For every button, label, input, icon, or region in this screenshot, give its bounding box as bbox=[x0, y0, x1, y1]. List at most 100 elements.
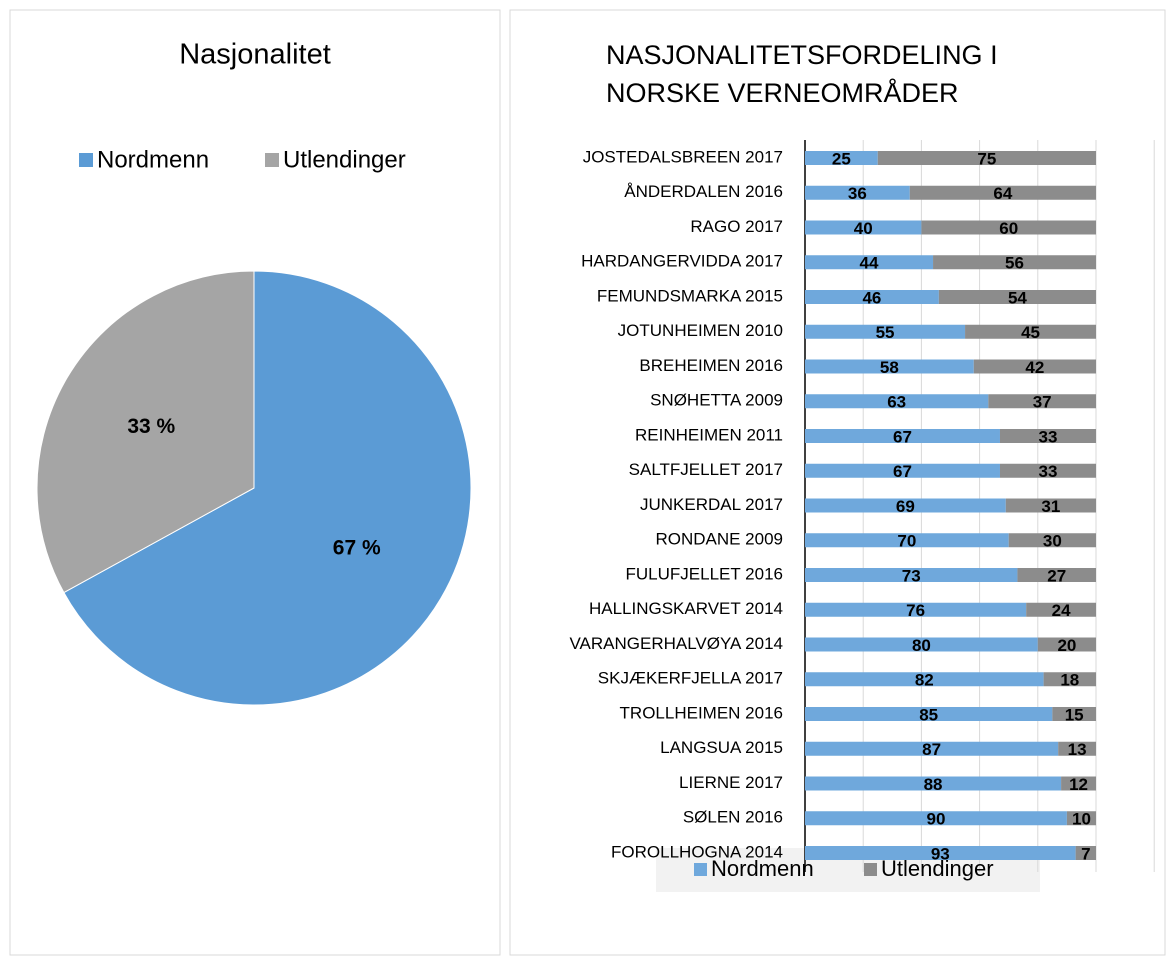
data-label: 45 bbox=[1021, 323, 1040, 342]
bar bbox=[805, 672, 1044, 687]
bar bbox=[805, 707, 1053, 721]
pie-slice bbox=[36, 270, 255, 594]
y-tick-label: REINHEIMEN 2011 bbox=[635, 425, 783, 444]
bar bbox=[805, 776, 1062, 791]
bar bbox=[805, 290, 939, 304]
bar bbox=[805, 741, 1059, 756]
data-label: 24 bbox=[1052, 601, 1071, 620]
bar-title: NASJONALITETSFORDELING I NORSKE VERNEOMR… bbox=[606, 40, 998, 108]
y-tick-label: BREHEIMEN 2016 bbox=[639, 356, 783, 375]
bar bbox=[938, 290, 1096, 304]
bar bbox=[1075, 846, 1096, 860]
y-tick-label: FEMUNDSMARKA 2015 bbox=[597, 286, 783, 305]
bar bbox=[805, 637, 1038, 652]
data-label: 42 bbox=[1025, 358, 1044, 377]
bar bbox=[805, 568, 1018, 582]
y-tick-label: JUNKERDAL 2017 bbox=[640, 495, 783, 514]
y-tick-label: SALTFJELLET 2017 bbox=[629, 460, 783, 479]
bar bbox=[988, 394, 1096, 409]
panel bbox=[509, 9, 1166, 956]
legend-swatch bbox=[265, 153, 279, 167]
bar bbox=[805, 811, 1067, 826]
bar bbox=[1066, 811, 1096, 826]
data-label: 73 bbox=[902, 566, 921, 585]
data-label: 76 bbox=[906, 601, 925, 620]
data-label: 27 bbox=[1047, 566, 1066, 585]
data-label: 10 bbox=[1072, 810, 1091, 829]
legend-label: Utlendinger bbox=[283, 146, 406, 173]
bar bbox=[805, 185, 910, 200]
data-label: 25 bbox=[832, 149, 851, 168]
bar bbox=[805, 846, 1076, 860]
data-label: 54 bbox=[1008, 288, 1027, 307]
bar bbox=[1026, 602, 1096, 617]
y-tick-label: HALLINGSKARVET 2014 bbox=[589, 599, 783, 618]
y-tick-label: RAGO 2017 bbox=[690, 217, 783, 236]
pie-slice bbox=[63, 270, 472, 706]
data-label: 93 bbox=[931, 844, 950, 863]
bar bbox=[805, 498, 1006, 513]
data-label: 7 bbox=[1081, 844, 1090, 863]
bar bbox=[1061, 776, 1096, 791]
bar bbox=[877, 151, 1096, 165]
bar bbox=[805, 533, 1009, 548]
bar bbox=[965, 324, 1096, 339]
bar bbox=[805, 151, 878, 165]
data-label: 63 bbox=[887, 393, 906, 412]
data-label: 37 bbox=[1033, 393, 1052, 412]
bar bbox=[1052, 707, 1096, 721]
bar bbox=[805, 463, 1000, 478]
y-tick-label: TROLLHEIMEN 2016 bbox=[620, 703, 783, 722]
data-label: 67 % bbox=[333, 536, 381, 559]
y-tick-label: JOTUNHEIMEN 2010 bbox=[618, 321, 783, 340]
data-label: 36 bbox=[848, 184, 867, 203]
bar bbox=[1008, 533, 1096, 548]
panel bbox=[9, 9, 501, 956]
y-tick-label: RONDANE 2009 bbox=[655, 530, 783, 549]
y-tick-label: JOSTEDALSBREEN 2017 bbox=[583, 147, 783, 166]
bar bbox=[805, 220, 922, 235]
data-label: 31 bbox=[1041, 497, 1060, 516]
data-label: 67 bbox=[893, 427, 912, 446]
y-tick-label: SØLEN 2016 bbox=[683, 808, 783, 827]
bar bbox=[805, 324, 966, 339]
y-tick-label: SNØHETTA 2009 bbox=[650, 391, 783, 410]
data-label: 64 bbox=[993, 184, 1012, 203]
bar bbox=[805, 394, 989, 409]
bar bbox=[921, 220, 1096, 235]
y-tick-label: HARDANGERVIDDA 2017 bbox=[581, 252, 783, 271]
bar bbox=[805, 359, 974, 374]
bar bbox=[1017, 568, 1096, 582]
data-label: 46 bbox=[862, 288, 881, 307]
data-label: 12 bbox=[1069, 775, 1088, 794]
data-label: 85 bbox=[919, 705, 938, 724]
data-label: 15 bbox=[1065, 705, 1084, 724]
y-tick-label: LIERNE 2017 bbox=[679, 773, 783, 792]
legend-label: Nordmenn bbox=[97, 146, 209, 173]
pie-title: Nasjonalitet bbox=[179, 39, 331, 71]
data-label: 33 bbox=[1039, 427, 1058, 446]
bar bbox=[1043, 672, 1096, 687]
data-label: 75 bbox=[977, 149, 996, 168]
data-label: 55 bbox=[876, 323, 895, 342]
y-tick-label: FULUFJELLET 2016 bbox=[626, 564, 783, 583]
y-tick-label: VARANGERHALVØYA 2014 bbox=[569, 634, 783, 653]
data-label: 30 bbox=[1043, 532, 1062, 551]
legend-swatch bbox=[79, 153, 93, 167]
bar bbox=[1058, 741, 1096, 756]
data-label: 18 bbox=[1060, 671, 1079, 690]
data-label: 69 bbox=[896, 497, 915, 516]
legend-swatch bbox=[694, 863, 707, 876]
data-label: 60 bbox=[999, 219, 1018, 238]
y-tick-label: LANGSUA 2015 bbox=[660, 738, 783, 757]
y-tick-label: FOROLLHOGNA 2014 bbox=[611, 842, 783, 861]
bar bbox=[999, 429, 1096, 443]
legend-label: Nordmenn bbox=[711, 856, 814, 881]
data-label: 67 bbox=[893, 462, 912, 481]
bar bbox=[805, 255, 934, 270]
bar bbox=[805, 602, 1027, 617]
data-label: 82 bbox=[915, 671, 934, 690]
bar bbox=[973, 359, 1096, 374]
